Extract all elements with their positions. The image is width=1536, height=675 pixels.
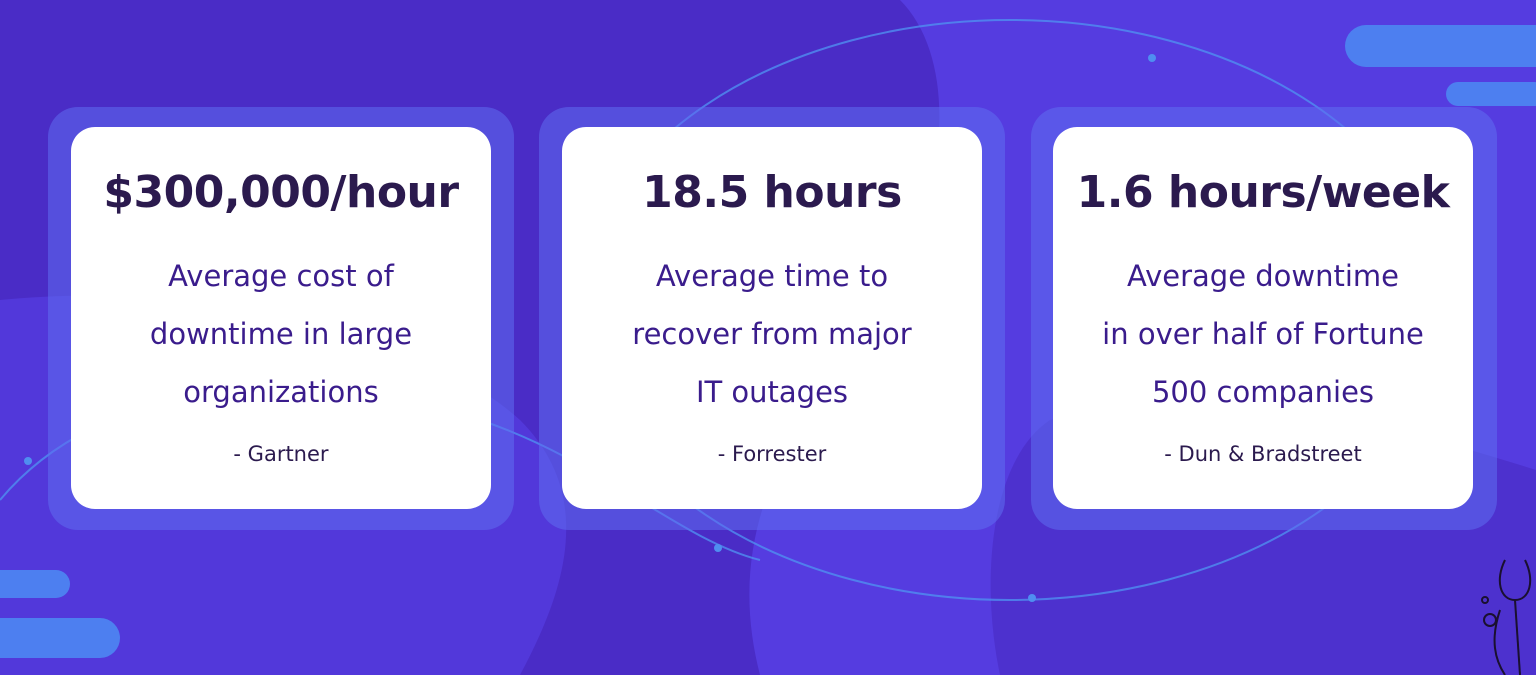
description-line: in over half of Fortune (1102, 317, 1424, 351)
description-line: downtime in large (149, 317, 413, 351)
stat-source: - Forrester (717, 442, 827, 466)
bar-shape (1345, 25, 1536, 67)
bar-shape (1446, 82, 1536, 106)
description-line: recover from major (632, 317, 912, 351)
stat-source: - Gartner (233, 442, 329, 466)
description-line: Average time to (655, 259, 889, 293)
stat-value: 1.6 hours/week (1076, 167, 1450, 218)
description-line: organizations (183, 375, 379, 409)
stat-description: Average cost of downtime in large organiza… (71, 247, 491, 421)
stat-description: Average downtime in over half of Fortune 5… (1053, 247, 1473, 421)
description-line: 500 companies (1151, 375, 1375, 409)
description-line: Average cost of (168, 259, 394, 293)
stat-card: $300,000/hour Average cost of downtime in … (71, 127, 491, 509)
doodle (1481, 559, 1532, 675)
stat-card: 18.5 hours Average time to recover from ma… (562, 127, 982, 509)
dot (1028, 594, 1036, 602)
bar-shape (0, 570, 70, 598)
stat-description: Average time to recover from major IT outa… (562, 247, 982, 421)
stat-source: - Dun & Bradstreet (1164, 442, 1362, 466)
dot (1148, 54, 1156, 62)
description-line: Average downtime (1126, 259, 1400, 293)
bar-shape (0, 618, 120, 658)
description-line: IT outages (695, 375, 849, 409)
dot (24, 457, 32, 465)
stat-value: $300,000/hour (103, 167, 459, 218)
stat-value: 18.5 hours (642, 167, 902, 218)
dot (714, 544, 722, 552)
stat-card: 1.6 hours/week Average downtime in over ha… (1053, 127, 1473, 509)
